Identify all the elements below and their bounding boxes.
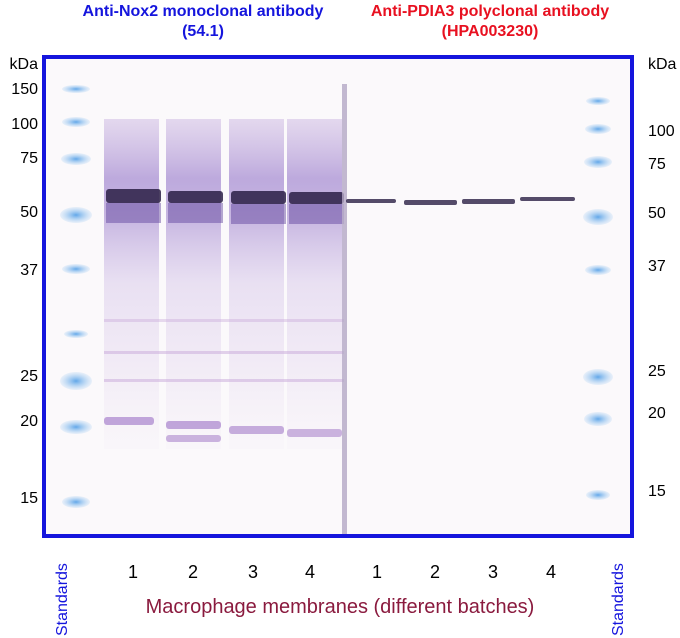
bands-right [346,197,575,205]
right-title-line2: (HPA003230) [441,23,539,40]
right-title-line1: Anti-PDIA3 polyclonal antibody [370,3,610,20]
left-title-line1: Anti-Nox2 monoclonal antibody [82,3,324,20]
right-panel-title: Anti-PDIA3 polyclonal antibody (HPA00323… [340,2,640,42]
marker-right-75: 75 [648,156,666,173]
marker-right-25: 25 [648,363,666,380]
western-blot-gel [42,55,634,538]
marker-left-25: 25 [20,368,38,385]
left-panel-title: Anti-Nox2 monoclonal antibody (54.1) [58,2,348,42]
figure-caption: Macrophage membranes (different batches) [145,596,535,618]
bands-left-main [106,189,344,224]
marker-left-20: 20 [20,413,38,430]
bands-left-low [104,319,344,442]
gel-image [60,84,613,534]
marker-right-20: 20 [648,405,666,422]
marker-left-37: 37 [20,262,38,279]
ladder-left [60,85,92,508]
lane-right-2: 2 [429,562,440,582]
marker-left-100: 100 [11,116,38,133]
marker-left-75: 75 [20,150,38,167]
lanes-left [104,119,342,449]
marker-right-50: 50 [648,205,666,222]
marker-left-150: 150 [11,81,38,98]
left-title-line2: (54.1) [182,23,224,40]
kda-unit-right: kDa [648,56,677,73]
lane-left-4: 4 [304,562,315,582]
marker-right-15: 15 [648,483,666,500]
lane-right-1: 1 [371,562,382,582]
marker-right-37: 37 [648,258,666,275]
lane-right-4: 4 [545,562,556,582]
marker-right-100: 100 [648,123,675,140]
lane-left-2: 2 [187,562,198,582]
lane-left-1: 1 [127,562,138,582]
marker-left-50: 50 [20,204,38,221]
lane-left-3: 3 [247,562,258,582]
kda-unit-left: kDa [9,56,38,73]
ladder-right [583,97,613,500]
marker-left-15: 15 [20,490,38,507]
gel-divider [342,84,347,534]
lane-right-3: 3 [487,562,498,582]
